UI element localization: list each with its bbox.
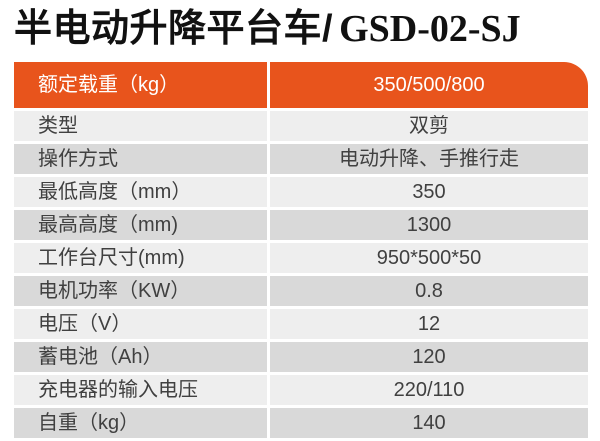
- row-label: 最高高度（mm): [14, 210, 267, 240]
- row-value: 双剪: [270, 111, 588, 141]
- table-row: 蓄电池（Ah） 120: [14, 342, 588, 372]
- row-label: 蓄电池（Ah）: [14, 342, 267, 372]
- table-row: 最低高度（mm） 350: [14, 177, 588, 207]
- row-label: 自重（kg）: [14, 408, 267, 438]
- row-value: 950*500*50: [270, 243, 588, 273]
- spec-sheet: 半电动升降平台车/GSD-02-SJ 额定载重（kg） 350/500/800 …: [0, 5, 600, 441]
- row-label: 工作台尺寸(mm): [14, 243, 267, 273]
- table-row: 类型 双剪: [14, 111, 588, 141]
- header-value-cell: 350/500/800: [270, 62, 588, 108]
- page-title-product: 半电动升降平台车/: [14, 8, 334, 50]
- table-header-row: 额定载重（kg） 350/500/800: [14, 62, 588, 108]
- table-row: 电压（V） 12: [14, 309, 588, 339]
- table-row: 工作台尺寸(mm) 950*500*50: [14, 243, 588, 273]
- row-value: 1300: [270, 210, 588, 240]
- table-row: 最高高度（mm) 1300: [14, 210, 588, 240]
- header-label-cell: 额定载重（kg）: [14, 62, 267, 108]
- row-value: 0.8: [270, 276, 588, 306]
- row-value: 220/110: [270, 375, 588, 405]
- row-label: 电压（V）: [14, 309, 267, 339]
- table-row: 充电器的输入电压 220/110: [14, 375, 588, 405]
- spec-table: 额定载重（kg） 350/500/800 类型 双剪 操作方式 电动升降、手推行…: [14, 62, 588, 438]
- row-value: 电动升降、手推行走: [270, 144, 588, 174]
- row-value: 350: [270, 177, 588, 207]
- table-row: 电机功率（KW） 0.8: [14, 276, 588, 306]
- page-title: 半电动升降平台车/GSD-02-SJ: [14, 5, 600, 53]
- table-row: 自重（kg） 140: [14, 408, 588, 438]
- table-row: 操作方式 电动升降、手推行走: [14, 144, 588, 174]
- row-label: 充电器的输入电压: [14, 375, 267, 405]
- row-label: 最低高度（mm）: [14, 177, 267, 207]
- row-label: 电机功率（KW）: [14, 276, 267, 306]
- row-label: 类型: [14, 111, 267, 141]
- row-value: 140: [270, 408, 588, 438]
- row-value: 12: [270, 309, 588, 339]
- row-label: 操作方式: [14, 144, 267, 174]
- row-value: 120: [270, 342, 588, 372]
- page-title-model: GSD-02-SJ: [339, 8, 521, 50]
